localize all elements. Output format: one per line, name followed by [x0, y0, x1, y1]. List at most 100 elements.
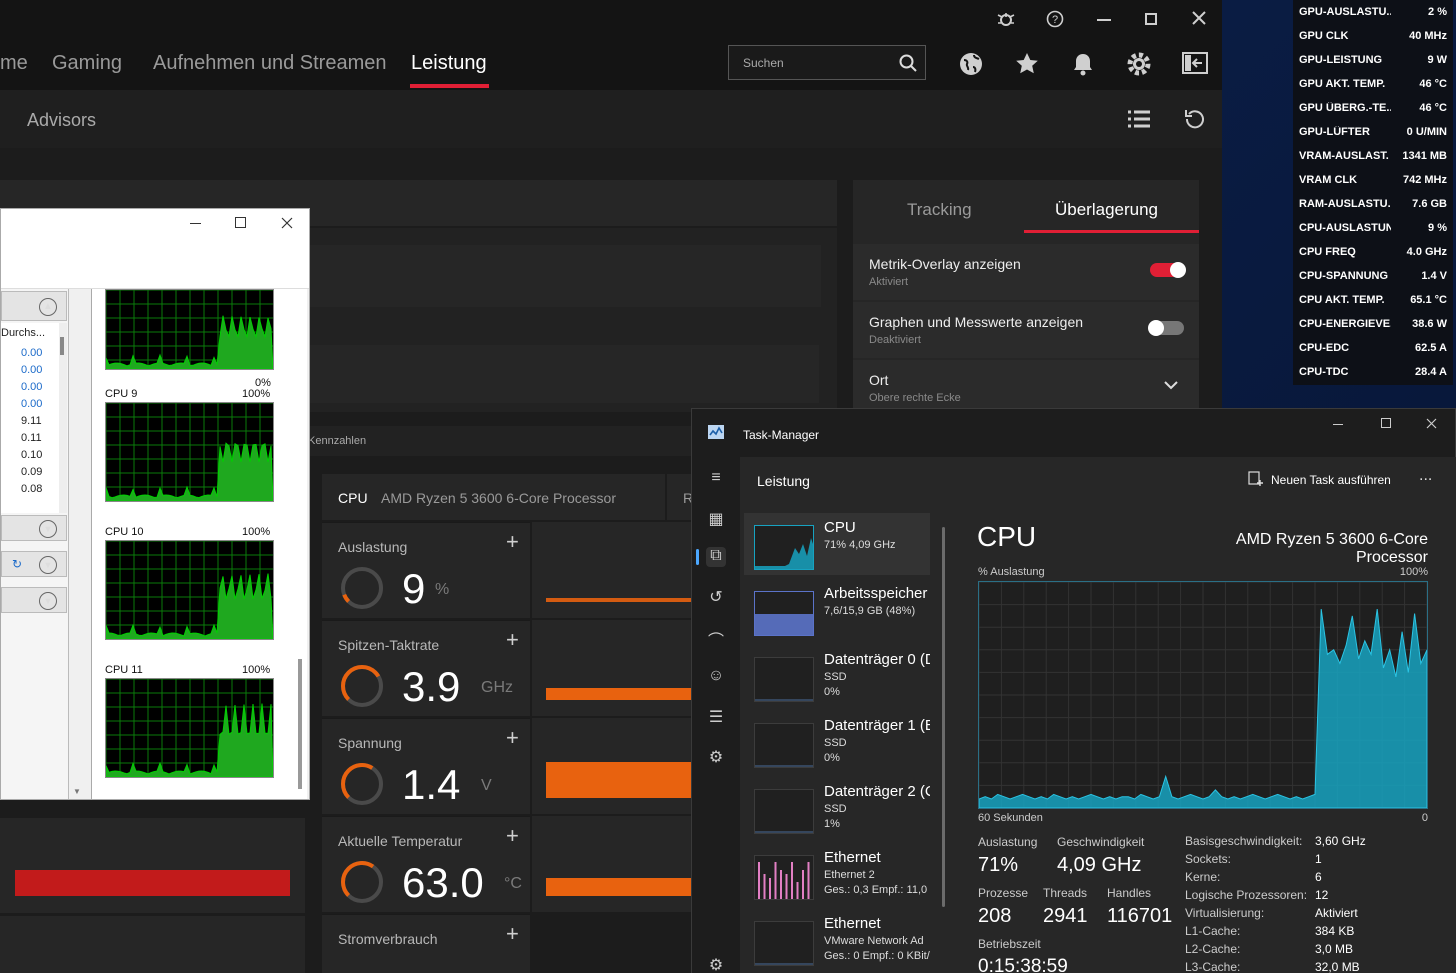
gear-icon[interactable]: [1126, 51, 1152, 77]
tab-advisors[interactable]: Advisors: [27, 110, 97, 130]
side-thumbnail: [754, 855, 814, 900]
legacy-values-table: Durchs... 0.00 0.00 0.00 0.00 9.11 0.11 0.10 0.…: [1, 323, 59, 513]
bug-icon[interactable]: [996, 10, 1016, 28]
metric-tile[interactable]: Aktuelle Temperatur +63.0 °C: [322, 816, 530, 912]
star-icon[interactable]: [1014, 51, 1040, 77]
scrollbar-thumb[interactable]: [298, 659, 302, 789]
perf-side-item[interactable]: Datenträger 1 (E SSD 0%: [744, 711, 930, 773]
metric-tile[interactable]: Stromverbrauch +: [322, 914, 530, 973]
task-manager-icon: [708, 425, 724, 439]
overlay-metric-value: 62.5 A: [1414, 342, 1447, 354]
overlay-metric-value: 2 %: [1428, 6, 1447, 18]
legacy-group-header[interactable]: ↻ ▼: [1, 551, 67, 577]
services-icon[interactable]: ⚙: [708, 749, 724, 766]
metrics-overlay: GPU-AUSLASTU... 2 % GPU CLK 40 MHz GPU-LEIST…: [1293, 0, 1453, 385]
minimize-button[interactable]: [190, 223, 201, 224]
perf-side-item[interactable]: Datenträger 0 (D SSD 0%: [744, 645, 930, 707]
metric-tile[interactable]: Spitzen-Taktrate +3.9 GHz: [322, 620, 530, 716]
graph-max: 100%: [1399, 566, 1428, 578]
app-history-icon[interactable]: ↺: [709, 589, 723, 606]
settings-gear-icon[interactable]: ⚙: [708, 957, 724, 973]
startup-apps-icon[interactable]: ⌒: [707, 633, 724, 650]
graph-min: 0: [1421, 812, 1428, 824]
add-metric-button[interactable]: +: [506, 627, 519, 652]
setting-metric-overlay[interactable]: Metrik-Overlay anzeigen Aktiviert: [853, 244, 1199, 300]
metric-tile[interactable]: Auslastung +9%: [322, 522, 530, 618]
new-task-icon[interactable]: [1248, 471, 1264, 487]
tab-record-stream[interactable]: Aufnehmen und Streamen: [153, 52, 387, 74]
panel-toggle-icon[interactable]: [1182, 52, 1208, 74]
overlay-metric-row: CPU-SPANNUNG 1.4 V: [1299, 264, 1447, 288]
legacy-group-header[interactable]: ▼: [1, 587, 67, 613]
toggle-switch-on[interactable]: [1150, 262, 1186, 278]
tab-overlay[interactable]: Überlagerung: [1055, 200, 1159, 219]
overlay-metric-value: 46 °C: [1419, 102, 1447, 114]
chevron-down-icon[interactable]: [1164, 380, 1178, 390]
value-cell: 0.00: [21, 381, 43, 393]
scrollbar[interactable]: [59, 323, 67, 513]
overlay-metric-value: 9 %: [1428, 222, 1447, 234]
stat-speed-label: Geschwindigkeit: [1057, 835, 1145, 849]
hamburger-menu-icon[interactable]: ≡: [711, 469, 721, 486]
add-metric-button[interactable]: +: [506, 725, 519, 750]
globe-icon[interactable]: [958, 51, 984, 77]
overlay-metric-row: CPU-AUSLASTUNG 9 %: [1299, 216, 1447, 240]
metric-value: 9: [402, 565, 426, 612]
minimize-button[interactable]: [1333, 424, 1343, 425]
perf-side-item[interactable]: Datenträger 2 (C SSD 1%: [744, 777, 930, 839]
bell-icon[interactable]: [1070, 51, 1096, 77]
chevron-down-icon[interactable]: ▼: [39, 556, 57, 574]
maximize-button[interactable]: [235, 217, 246, 228]
close-button[interactable]: [1426, 418, 1437, 429]
tab-tracking[interactable]: Tracking: [907, 200, 972, 219]
performance-icon[interactable]: ⧉: [706, 547, 726, 567]
details-icon[interactable]: ☰: [708, 709, 724, 726]
toggle-switch-off[interactable]: [1148, 320, 1184, 336]
metric-unit: V: [481, 777, 492, 794]
legacy-group-header[interactable]: ▼: [1, 515, 67, 541]
svg-text:?: ?: [1052, 14, 1058, 26]
scrollbar[interactable]: ▼: [71, 289, 85, 799]
side-thumbnail: [754, 921, 814, 966]
maximize-button[interactable]: [1381, 418, 1391, 428]
users-icon[interactable]: ☺: [707, 667, 725, 684]
tab-home[interactable]: me: [0, 52, 28, 74]
more-options-button[interactable]: ...: [1419, 467, 1433, 484]
overlay-metric-value: 7.6 GB: [1412, 198, 1447, 210]
perf-side-item[interactable]: Ethernet VMware Network Ad Ges.: 0 Empf.: …: [744, 909, 930, 971]
tab-performance[interactable]: Leistung: [411, 52, 487, 74]
info-value: Aktiviert: [1315, 906, 1358, 920]
close-button[interactable]: [281, 217, 293, 229]
reset-icon[interactable]: [1184, 108, 1204, 130]
chevron-down-icon[interactable]: ▼: [39, 520, 57, 538]
list-view-icon[interactable]: [1127, 109, 1151, 129]
tab-gaming[interactable]: Gaming: [52, 52, 123, 74]
main-cpu-name: AMD Ryzen 5 3600 6-Core Processor: [1235, 531, 1428, 566]
close-button[interactable]: [1191, 10, 1207, 26]
setting-graphs[interactable]: Graphen und Messwerte anzeigen Deaktivie…: [853, 302, 1199, 358]
search-input[interactable]: Suchen: [728, 45, 926, 80]
overlay-metric-value: 742 MHz: [1402, 174, 1447, 186]
new-task-button[interactable]: Neuen Task ausführen: [1271, 473, 1391, 487]
overlay-metric-row: GPU ÜBERG.-TE... 46 °C: [1299, 96, 1447, 120]
help-icon[interactable]: ?: [1046, 10, 1064, 28]
perf-side-item[interactable]: CPU 71% 4,09 GHz: [744, 513, 930, 575]
perf-side-item[interactable]: Ethernet Ethernet 2 Ges.: 0,3 Empf.: 11,0: [744, 843, 930, 905]
side-item-detail: 71% 4,09 GHz: [824, 539, 896, 551]
processes-icon[interactable]: ▦: [708, 511, 724, 528]
chevron-up-icon[interactable]: ▲: [39, 298, 57, 316]
chevron-down-icon[interactable]: ▼: [39, 592, 57, 610]
refresh-icon[interactable]: ↻: [12, 557, 23, 571]
metric-tile[interactable]: Spannung +1.4 V: [322, 718, 530, 814]
add-metric-button[interactable]: +: [506, 823, 519, 848]
add-metric-button[interactable]: +: [506, 921, 519, 946]
perf-side-item[interactable]: Arbeitsspeicher 7,6/15,9 GB (48%): [744, 579, 930, 641]
overlay-metric-value: 28.4 A: [1414, 366, 1447, 378]
maximize-button[interactable]: [1145, 13, 1157, 25]
scrollbar[interactable]: [942, 527, 945, 907]
legacy-group-header[interactable]: ▲: [1, 291, 67, 321]
setting-location[interactable]: Ort Obere rechte Ecke: [853, 360, 1199, 416]
add-metric-button[interactable]: +: [506, 529, 519, 554]
minimize-button[interactable]: [1097, 19, 1111, 21]
overlay-metric-name: GPU ÜBERG.-TE...: [1299, 102, 1391, 114]
